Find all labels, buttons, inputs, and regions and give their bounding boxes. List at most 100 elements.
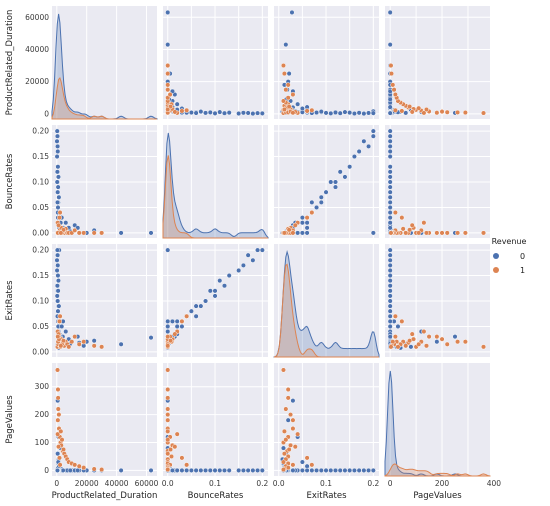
point-0-r1-c2 — [356, 148, 362, 155]
point-1-r3-c0 — [60, 446, 67, 453]
point-1-r0-c3 — [392, 107, 398, 113]
point-0-r3-c2 — [370, 467, 376, 473]
point-1-r0-c1 — [165, 82, 171, 88]
point-0-r1-c3 — [387, 199, 393, 205]
point-1-r1-c3 — [409, 222, 415, 228]
point-0-r0-c3 — [387, 96, 393, 102]
point-0-r1-c3 — [387, 179, 393, 185]
point-0-r2-c3 — [387, 298, 393, 304]
point-0-r3-c1 — [207, 467, 213, 473]
point-0-r3-c2 — [299, 467, 305, 473]
point-0-r1-c0 — [118, 230, 124, 236]
x-tick-label-PageValues: 0 — [388, 479, 393, 488]
point-1-r0-c3 — [390, 82, 396, 88]
point-1-r3-c2 — [288, 442, 294, 448]
y-tick-label-BounceRates: 0.00 — [32, 228, 49, 237]
y-axis-label-BounceRates: BounceRates — [5, 153, 15, 209]
point-0-r2-c1 — [169, 318, 176, 324]
point-0-r1-c0 — [55, 174, 61, 180]
point-0-r2-c0 — [54, 283, 60, 289]
point-0-r3-c0 — [75, 467, 81, 473]
panel-r2-c1 — [163, 244, 268, 357]
point-0-r1-c0 — [55, 143, 61, 149]
point-1-r2-c3 — [392, 313, 398, 319]
point-0-r2-c0 — [55, 298, 61, 304]
point-1-r1-c2 — [281, 230, 287, 236]
y-tick-label-ExitRates: 0.20 — [32, 246, 49, 255]
point-1-r3-c0 — [54, 367, 61, 373]
point-0-r0-c1 — [212, 110, 218, 116]
point-0-r2-c3 — [387, 247, 393, 253]
point-0-r2-c0 — [54, 257, 60, 263]
point-1-r1-c3 — [462, 230, 468, 236]
point-1-r2-c0 — [58, 343, 64, 349]
point-0-r0-c1 — [165, 42, 171, 48]
point-0-r1-c0 — [55, 148, 61, 155]
point-0-r1-c2 — [370, 133, 376, 139]
point-1-r3-c0 — [55, 406, 61, 412]
point-0-r2-c1 — [250, 257, 256, 263]
panel-r3-c3 — [385, 363, 490, 476]
point-0-r0-c1 — [193, 110, 199, 116]
point-0-r2-c0 — [63, 328, 69, 335]
point-0-r3-c1 — [255, 467, 261, 473]
point-0-r1-c2 — [370, 128, 376, 134]
point-1-r3-c1 — [168, 453, 175, 460]
point-1-r1-c0 — [56, 222, 62, 228]
point-1-r1-c3 — [399, 215, 405, 221]
point-0-r1-c0 — [148, 230, 154, 236]
point-1-r3-c0 — [56, 455, 63, 461]
point-0-r2-c1 — [212, 293, 218, 299]
point-0-r3-c0 — [148, 467, 154, 473]
point-0-r2-c1 — [259, 247, 265, 253]
point-0-r0-c1 — [174, 101, 180, 107]
point-1-r1-c2 — [292, 222, 298, 228]
point-0-r3-c2 — [366, 467, 372, 473]
point-1-r2-c3 — [403, 343, 409, 349]
point-1-r2-c3 — [462, 339, 468, 345]
point-1-r1-c3 — [388, 230, 394, 236]
point-1-r1-c3 — [480, 230, 487, 236]
point-0-r2-c1 — [207, 288, 213, 294]
point-0-r0-c2 — [332, 109, 339, 115]
point-1-r3-c0 — [57, 462, 63, 468]
point-1-r2-c0 — [57, 313, 63, 319]
x-tick-label-ExitRates: 0.0 — [273, 479, 285, 488]
point-0-r0-c1 — [226, 110, 232, 116]
point-0-r2-c3 — [387, 288, 393, 294]
point-1-r3-c0 — [55, 417, 61, 423]
point-1-r1-c3 — [434, 230, 440, 236]
point-0-r2-c3 — [387, 257, 393, 263]
point-1-r3-c2 — [281, 451, 287, 457]
point-0-r2-c0 — [91, 338, 97, 344]
point-0-r2-c1 — [165, 247, 171, 253]
point-0-r2-c3 — [387, 318, 393, 324]
point-0-r0-c2 — [370, 110, 376, 116]
point-0-r1-c0 — [54, 199, 61, 205]
point-1-r3-c2 — [283, 437, 289, 443]
point-0-r3-c1 — [236, 467, 242, 473]
point-0-r3-c2 — [347, 467, 353, 473]
point-0-r3-c1 — [250, 467, 256, 473]
x-axis-label-BounceRates: BounceRates — [188, 491, 244, 501]
point-0-r1-c3 — [387, 143, 393, 149]
point-0-r1-c2 — [323, 189, 329, 195]
point-0-r0-c1 — [165, 9, 171, 15]
point-1-r0-c3 — [391, 87, 397, 93]
point-0-r0-c2 — [299, 105, 305, 112]
point-1-r1-c3 — [423, 230, 430, 236]
point-1-r3-c1 — [174, 431, 180, 437]
point-0-r1-c3 — [387, 169, 393, 175]
point-0-r1-c2 — [295, 230, 301, 236]
y-tick-label-BounceRates: 0.20 — [32, 127, 49, 136]
point-0-r3-c2 — [280, 445, 287, 451]
point-0-r1-c2 — [299, 220, 305, 226]
point-1-r3-c1 — [165, 386, 171, 393]
point-0-r0-c1 — [245, 110, 251, 116]
point-1-r0-c3 — [407, 104, 413, 110]
legend-label-0: 0 — [520, 252, 525, 261]
point-1-r0-c2 — [290, 110, 296, 116]
y-tick-label-PageValues: 300 — [35, 382, 50, 391]
kde-1-ExitRates — [273, 263, 379, 358]
point-0-r3-c1 — [212, 467, 218, 473]
